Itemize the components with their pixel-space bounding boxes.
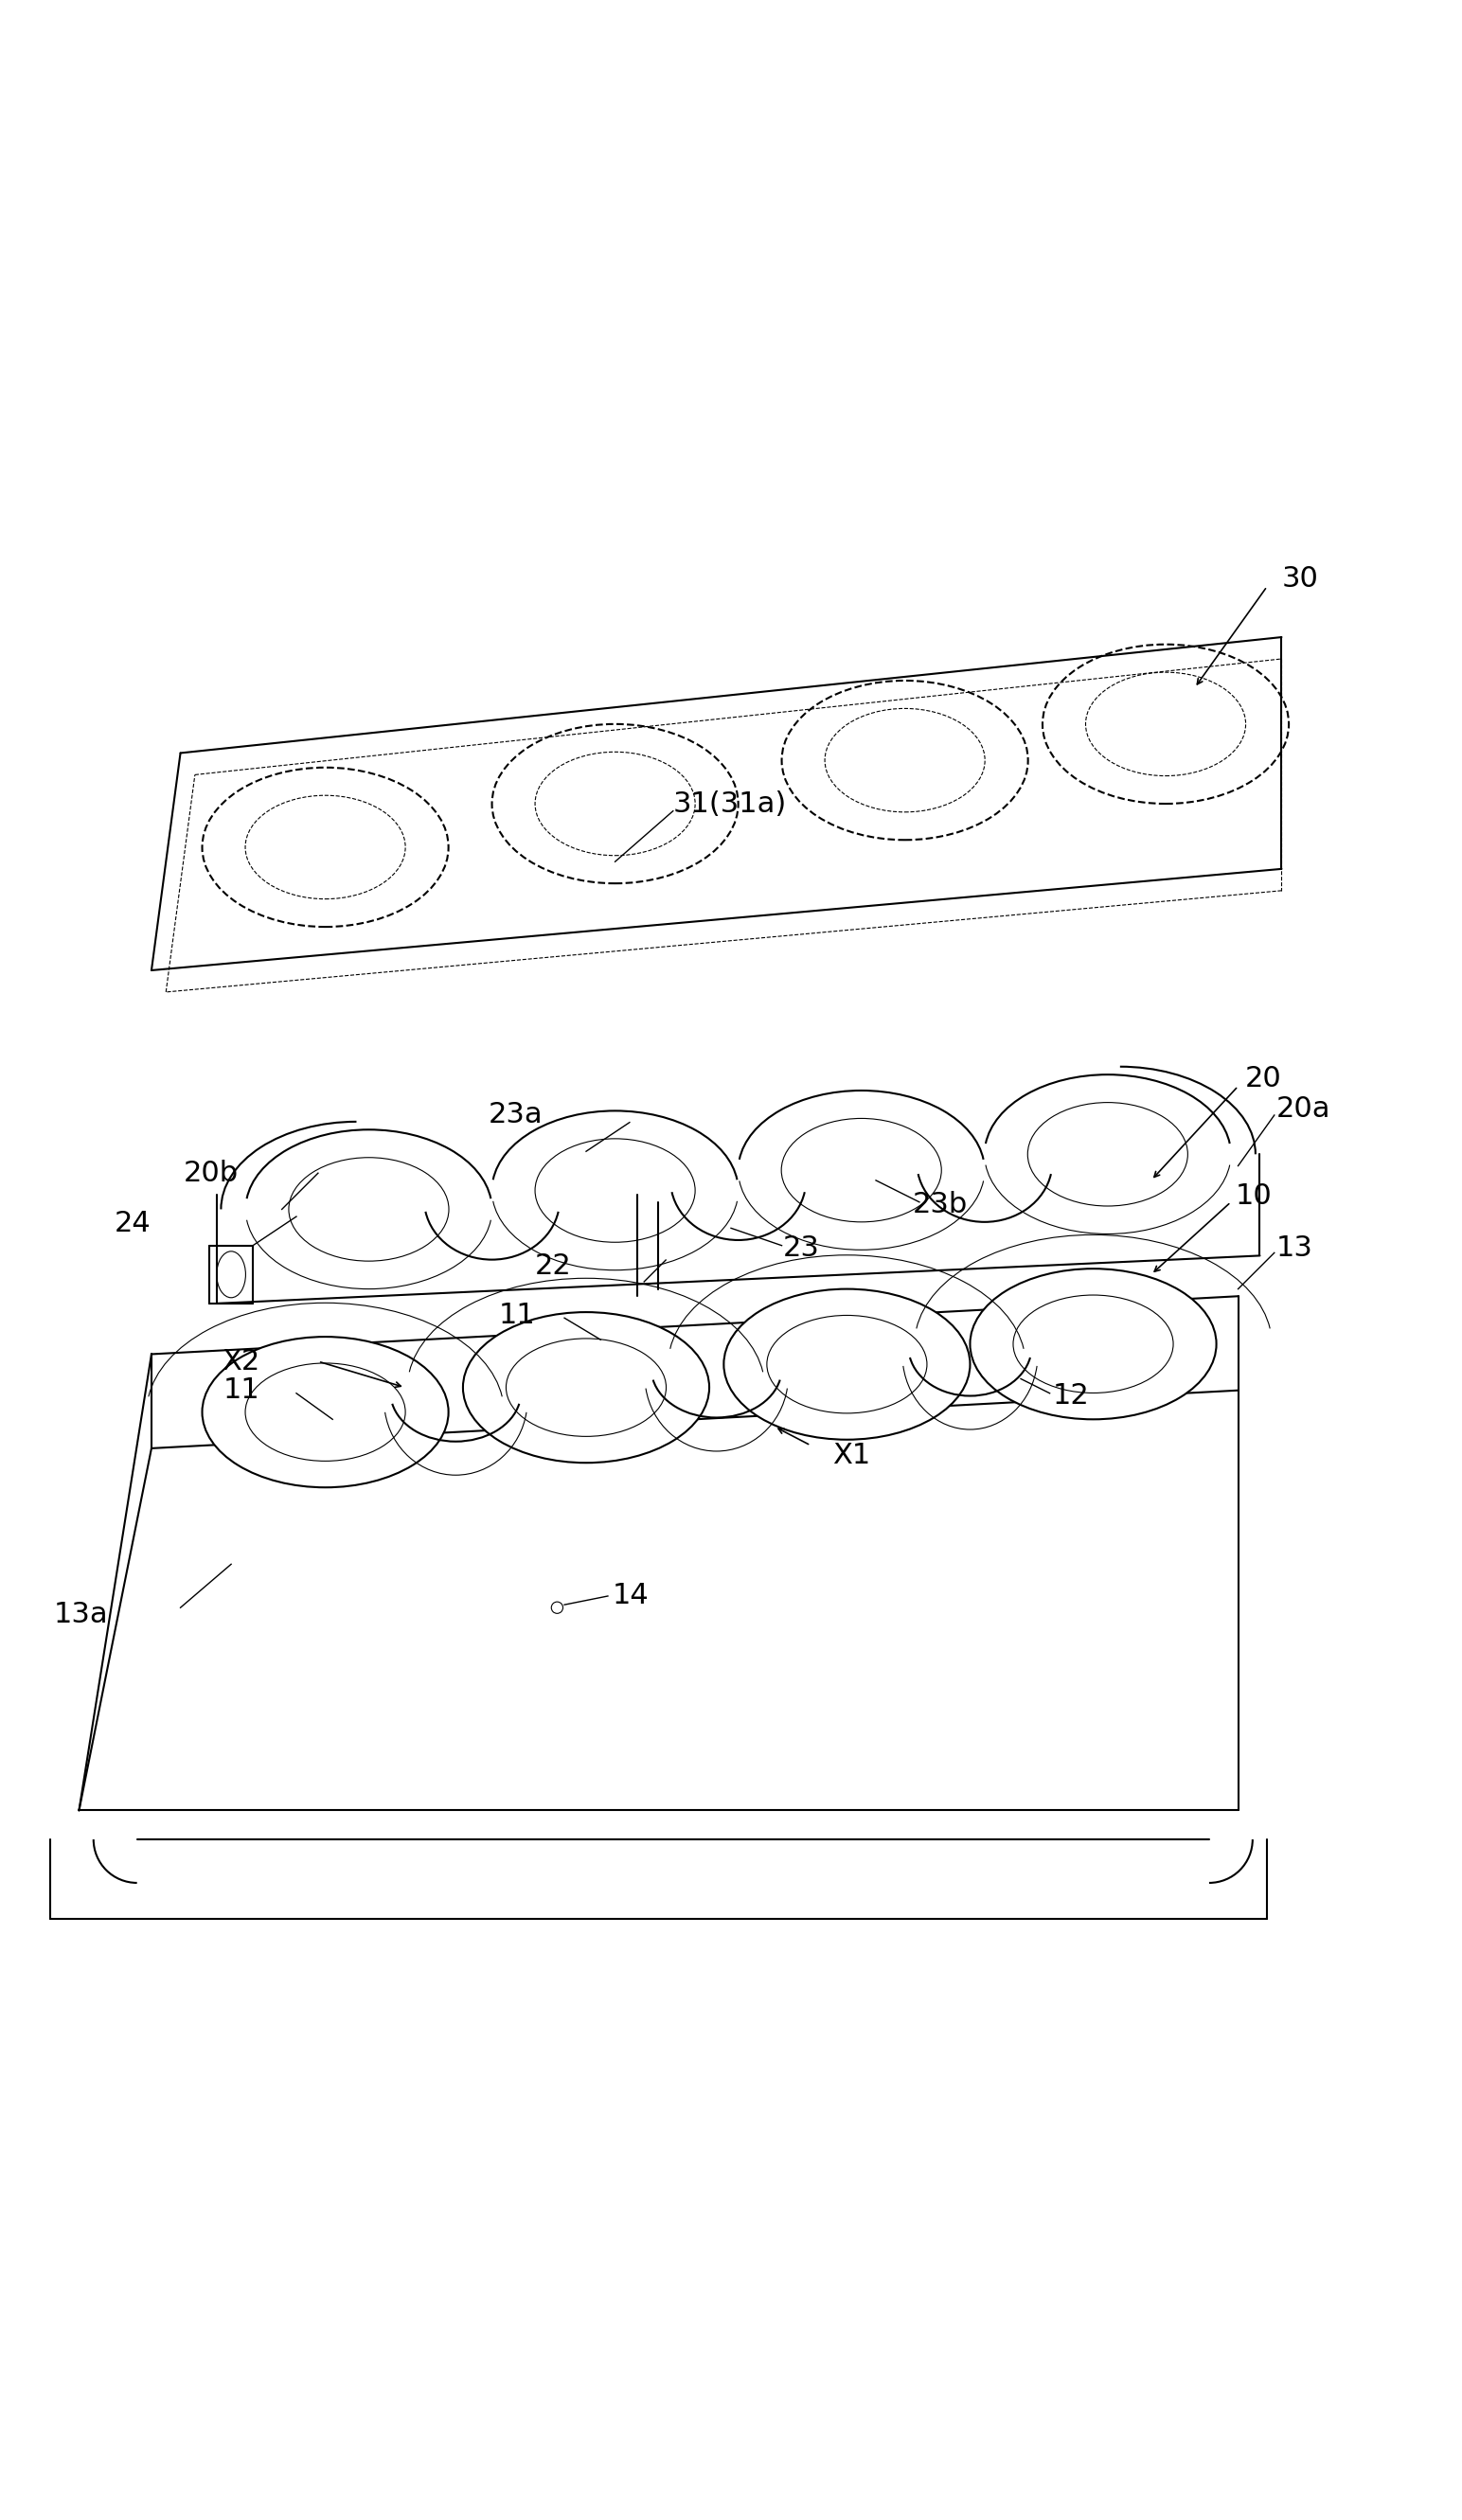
Text: 13a: 13a (54, 1600, 108, 1628)
Text: 20b: 20b (183, 1159, 238, 1187)
Text: 24: 24 (115, 1210, 152, 1237)
Text: X2: X2 (222, 1348, 260, 1376)
Text: 11: 11 (499, 1300, 535, 1328)
Text: 12: 12 (1053, 1383, 1089, 1409)
Text: 13: 13 (1276, 1235, 1313, 1263)
Text: 23: 23 (784, 1235, 820, 1263)
Text: 31(31a): 31(31a) (673, 789, 787, 816)
Text: 22: 22 (535, 1252, 572, 1280)
Text: 14: 14 (613, 1583, 649, 1610)
Ellipse shape (463, 1313, 709, 1462)
Text: 23a: 23a (488, 1101, 542, 1129)
Text: 20a: 20a (1276, 1096, 1330, 1124)
Text: 23b: 23b (912, 1192, 968, 1220)
Text: X1: X1 (832, 1441, 870, 1469)
Text: 10: 10 (1235, 1182, 1272, 1210)
Text: 20: 20 (1246, 1066, 1282, 1094)
Ellipse shape (202, 1336, 449, 1487)
Text: 30: 30 (1282, 564, 1319, 592)
Ellipse shape (724, 1288, 971, 1439)
Text: 11: 11 (224, 1376, 260, 1404)
Ellipse shape (971, 1268, 1216, 1419)
